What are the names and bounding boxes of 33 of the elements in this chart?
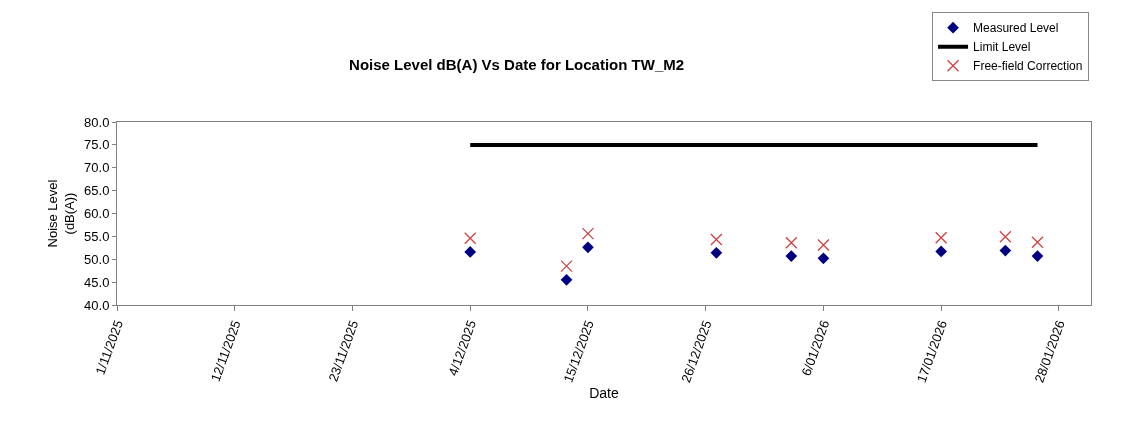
legend-label: Measured Level <box>973 21 1059 36</box>
point <box>999 244 1012 257</box>
point <box>817 238 830 252</box>
point <box>581 227 595 240</box>
y-tick-label: 50.0 <box>84 251 110 267</box>
y-tick-label: 75.0 <box>84 137 110 153</box>
y-tick-label: 40.0 <box>84 297 110 313</box>
point <box>464 246 477 258</box>
point <box>464 232 477 245</box>
point <box>710 247 723 259</box>
point <box>710 233 723 246</box>
legend-label: Free-field Correction <box>973 59 1083 74</box>
chart-title: Noise Level dB(A) Vs Date for Location TW_M2 <box>349 56 685 74</box>
point <box>1031 250 1044 262</box>
y-tick-label: 80.0 <box>84 114 110 130</box>
point <box>560 259 573 273</box>
point <box>785 236 798 249</box>
legend-label: Limit Level <box>973 40 1031 55</box>
x-axis-title: Date <box>589 384 619 401</box>
point <box>560 273 573 286</box>
y-tick-label: 55.0 <box>84 228 110 244</box>
point <box>785 250 798 262</box>
point <box>935 231 948 244</box>
y-axis-title: Noise Level (dB(A)) <box>45 179 78 248</box>
point <box>935 245 947 258</box>
point <box>582 241 594 254</box>
y-tick-label: 65.0 <box>84 183 110 199</box>
point <box>1031 236 1044 249</box>
y-tick-label: 60.0 <box>84 206 110 222</box>
y-tick-label: 70.0 <box>84 160 110 176</box>
y-tick-label: 45.0 <box>84 274 110 290</box>
point <box>999 230 1012 243</box>
point <box>817 252 830 265</box>
